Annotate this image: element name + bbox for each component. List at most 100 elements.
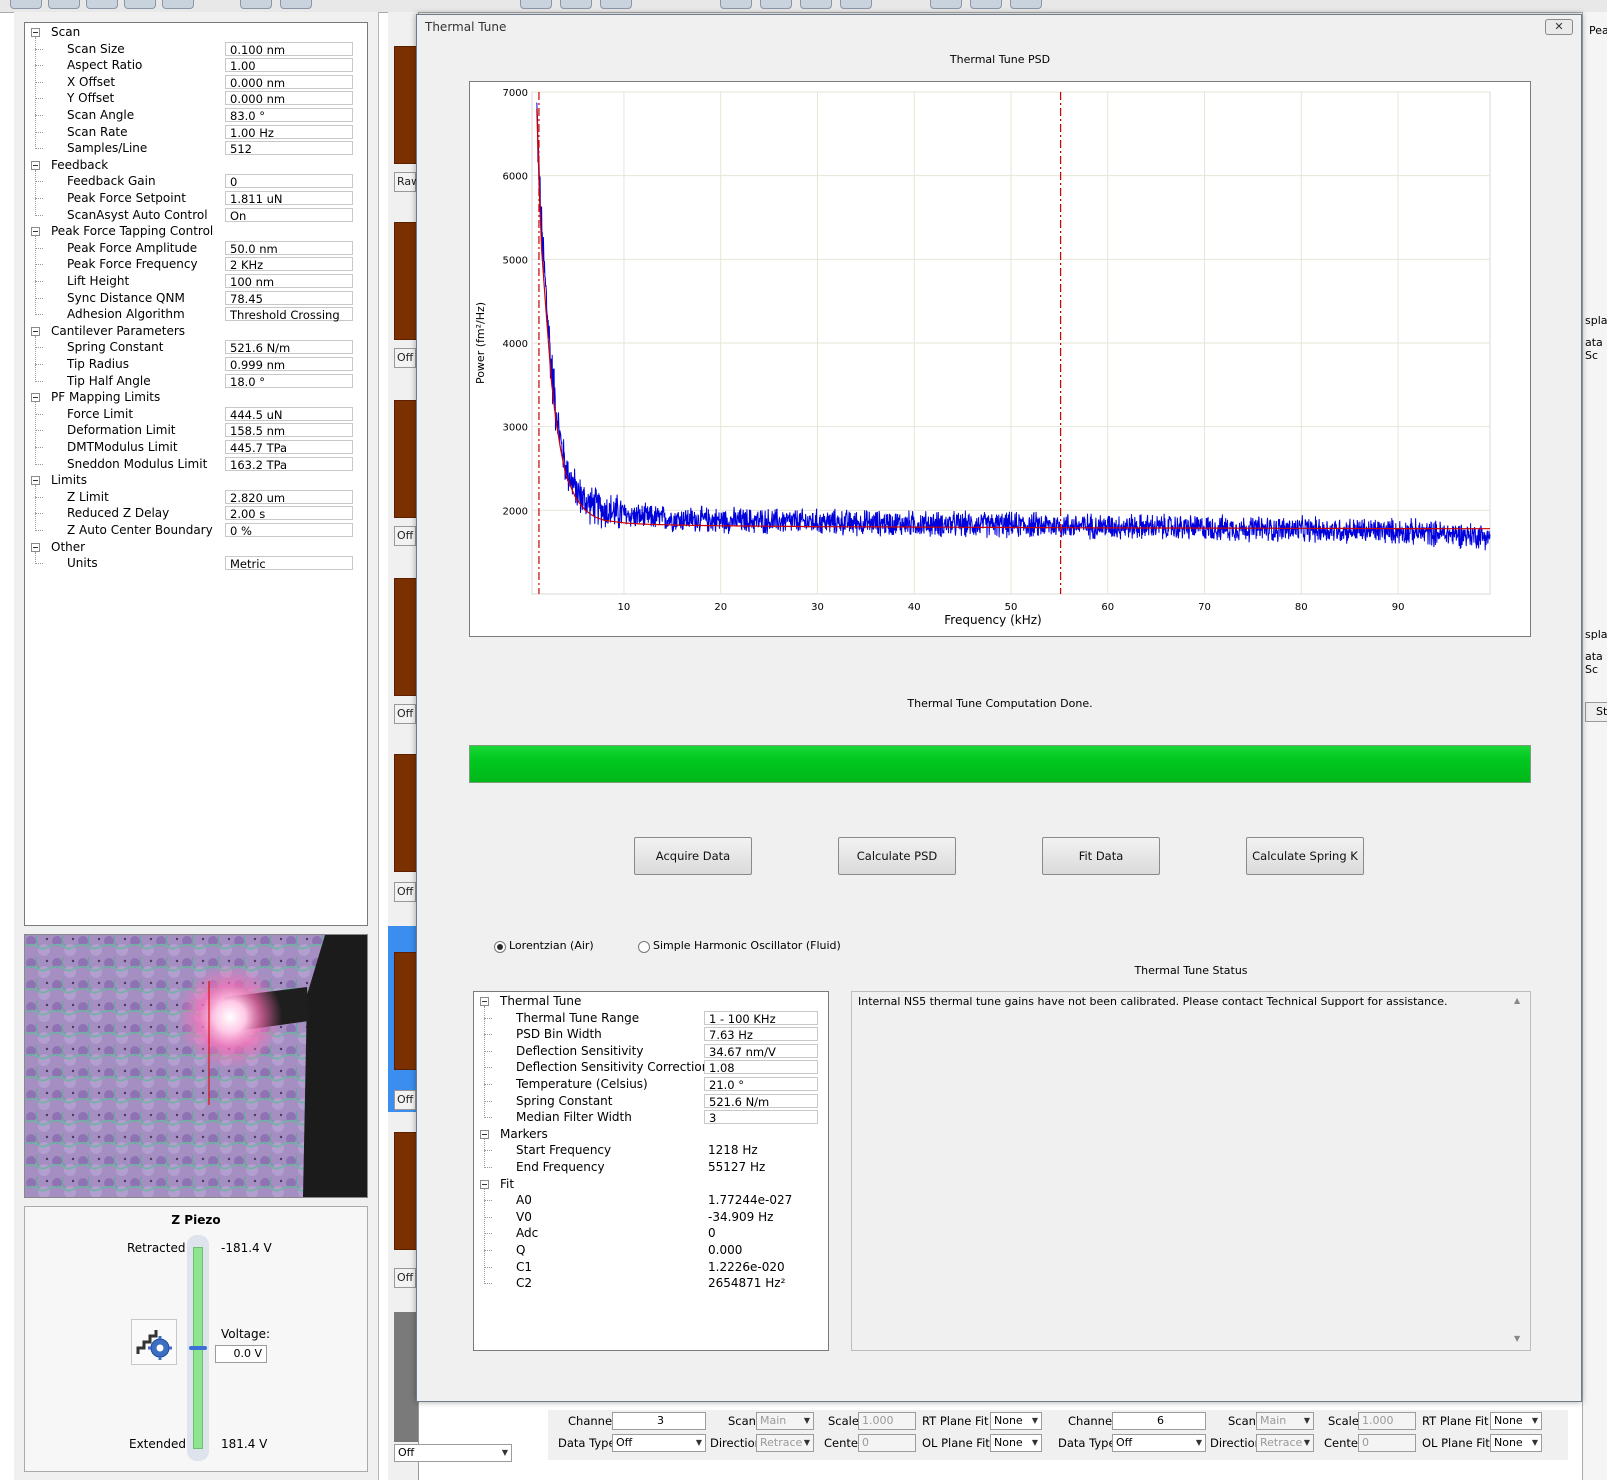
toolbar-icon[interactable] bbox=[48, 0, 80, 9]
param-value[interactable]: 3 bbox=[704, 1110, 818, 1125]
param-value[interactable]: 521.6 N/m bbox=[225, 340, 353, 355]
engage-settings-button[interactable] bbox=[131, 1319, 177, 1365]
channel-field[interactable]: 3 bbox=[612, 1412, 706, 1430]
param-value[interactable]: 34.67 nm/V bbox=[704, 1043, 818, 1059]
param-value[interactable]: 50.0 nm bbox=[225, 240, 353, 256]
toolbar-icon[interactable] bbox=[560, 0, 592, 9]
channel-field[interactable]: 6 bbox=[1112, 1412, 1206, 1430]
channel-off-selector[interactable]: Off bbox=[394, 704, 416, 724]
bottom-left-select[interactable]: Off bbox=[394, 1444, 512, 1462]
toolbar-icon[interactable] bbox=[86, 0, 118, 9]
param-value[interactable]: 163.2 TPa bbox=[225, 456, 353, 472]
collapse-icon[interactable] bbox=[31, 227, 40, 237]
channel-thumbnail[interactable] bbox=[394, 952, 418, 1070]
tree-group[interactable]: PF Mapping Limits bbox=[25, 389, 367, 406]
calculate-psd-button[interactable]: Calculate PSD bbox=[838, 837, 956, 875]
toolbar-icon[interactable] bbox=[970, 0, 1002, 9]
ol-plane-fit-select[interactable]: None bbox=[990, 1434, 1042, 1452]
scale-field[interactable]: 1.000 bbox=[1358, 1412, 1416, 1430]
channel-off-selector[interactable]: Off bbox=[394, 348, 416, 368]
param-value[interactable]: 1.811 uN bbox=[225, 191, 353, 206]
param-value[interactable]: 100 nm bbox=[225, 274, 353, 289]
scale-field[interactable]: 1.000 bbox=[858, 1412, 916, 1430]
center-field[interactable]: 0 bbox=[858, 1434, 916, 1452]
channel-off-selector[interactable]: Off bbox=[394, 1268, 416, 1288]
close-button[interactable]: ✕ bbox=[1545, 19, 1573, 35]
toolbar-icon[interactable] bbox=[1010, 0, 1042, 9]
channel-off-selector[interactable]: Off bbox=[394, 882, 416, 902]
toolbar-icon[interactable] bbox=[930, 0, 962, 9]
toolbar-icon[interactable] bbox=[720, 0, 752, 9]
param-value[interactable]: 158.5 nm bbox=[225, 423, 353, 438]
param-value[interactable]: 2.00 s bbox=[225, 506, 353, 521]
channel-thumbnail[interactable] bbox=[394, 400, 418, 518]
toolbar-icon[interactable] bbox=[600, 0, 632, 9]
channel-thumbnail[interactable] bbox=[394, 46, 418, 164]
scroll-down-icon[interactable]: ▼ bbox=[1514, 1334, 1521, 1343]
param-value[interactable]: 0.100 nm bbox=[225, 41, 353, 57]
toolbar-icon[interactable] bbox=[760, 0, 792, 9]
collapse-icon[interactable] bbox=[480, 997, 489, 1006]
param-value[interactable]: 18.0 ° bbox=[225, 373, 353, 389]
param-value[interactable]: 7.63 Hz bbox=[704, 1027, 818, 1042]
ol-plane-fit-select[interactable]: None bbox=[1490, 1434, 1542, 1452]
tree-group[interactable]: Thermal Tune bbox=[474, 993, 828, 1010]
channel-off-selector[interactable]: Off bbox=[394, 526, 416, 546]
param-value[interactable]: 0.999 nm bbox=[225, 357, 353, 372]
toolbar-icon[interactable] bbox=[240, 0, 272, 9]
channel-thumbnail[interactable] bbox=[394, 1132, 418, 1250]
collapse-icon[interactable] bbox=[480, 1129, 489, 1139]
param-value[interactable]: 512 bbox=[225, 141, 353, 156]
param-value[interactable]: 1 - 100 KHz bbox=[704, 1010, 818, 1026]
param-value[interactable]: 2.820 um bbox=[225, 489, 353, 505]
param-value[interactable]: 444.5 uN bbox=[225, 406, 353, 422]
lorentzian-radio[interactable] bbox=[494, 941, 506, 953]
tree-group[interactable]: Scan bbox=[25, 24, 367, 41]
param-value[interactable]: 2 KHz bbox=[225, 257, 353, 272]
tree-group[interactable]: Peak Force Tapping Control bbox=[25, 223, 367, 240]
channel-thumbnail[interactable] bbox=[394, 754, 418, 872]
data-type-select[interactable]: Off bbox=[1112, 1434, 1206, 1452]
param-value[interactable]: 0.000 nm bbox=[225, 74, 353, 90]
channel-thumbnail[interactable] bbox=[394, 1312, 418, 1442]
calculate-spring-k-button[interactable]: Calculate Spring K bbox=[1246, 837, 1364, 875]
tree-group[interactable]: Markers bbox=[474, 1126, 828, 1143]
tree-group[interactable]: Feedback bbox=[25, 157, 367, 174]
param-value[interactable]: 1.08 bbox=[704, 1060, 818, 1075]
toolbar-icon[interactable] bbox=[520, 0, 552, 9]
collapse-icon[interactable] bbox=[31, 393, 40, 403]
collapse-icon[interactable] bbox=[480, 1179, 489, 1189]
param-value[interactable]: Metric bbox=[225, 556, 353, 571]
param-value[interactable]: 0 bbox=[225, 174, 353, 189]
center-field[interactable]: 0 bbox=[1358, 1434, 1416, 1452]
fit-data-button[interactable]: Fit Data bbox=[1042, 837, 1160, 875]
collapse-icon[interactable] bbox=[31, 326, 40, 336]
param-value[interactable]: 521.6 N/m bbox=[704, 1093, 818, 1109]
channel-thumbnail[interactable] bbox=[394, 578, 418, 696]
acquire-data-button[interactable]: Acquire Data bbox=[634, 837, 752, 875]
param-value[interactable]: 1.00 bbox=[225, 58, 353, 73]
rt-plane-fit-select[interactable]: None bbox=[1490, 1412, 1542, 1430]
scan-select[interactable]: Main bbox=[1256, 1412, 1314, 1430]
sho-radio[interactable] bbox=[638, 941, 650, 953]
direction-select[interactable]: Retrace bbox=[756, 1434, 814, 1452]
rt-plane-fit-select[interactable]: None bbox=[990, 1412, 1042, 1430]
param-value[interactable]: 83.0 ° bbox=[225, 108, 353, 123]
channel-off-selector[interactable]: Off bbox=[394, 1090, 416, 1110]
collapse-icon[interactable] bbox=[31, 476, 40, 486]
tree-group[interactable]: Limits bbox=[25, 472, 367, 489]
param-value[interactable]: 21.0 ° bbox=[704, 1077, 818, 1092]
direction-select[interactable]: Retrace bbox=[1256, 1434, 1314, 1452]
collapse-icon[interactable] bbox=[31, 160, 40, 170]
toolbar-icon[interactable] bbox=[800, 0, 832, 9]
collapse-icon[interactable] bbox=[31, 542, 40, 552]
param-value[interactable]: 445.7 TPa bbox=[225, 440, 353, 455]
param-value[interactable]: Threshold Crossing bbox=[225, 307, 353, 322]
param-value[interactable]: 78.45 bbox=[225, 290, 353, 306]
scan-select[interactable]: Main bbox=[756, 1412, 814, 1430]
toolbar-icon[interactable] bbox=[280, 0, 312, 9]
tree-group[interactable]: Cantilever Parameters bbox=[25, 323, 367, 340]
param-value[interactable]: 0.000 nm bbox=[225, 91, 353, 106]
toolbar-icon[interactable] bbox=[10, 0, 42, 9]
toolbar-icon[interactable] bbox=[162, 0, 194, 9]
